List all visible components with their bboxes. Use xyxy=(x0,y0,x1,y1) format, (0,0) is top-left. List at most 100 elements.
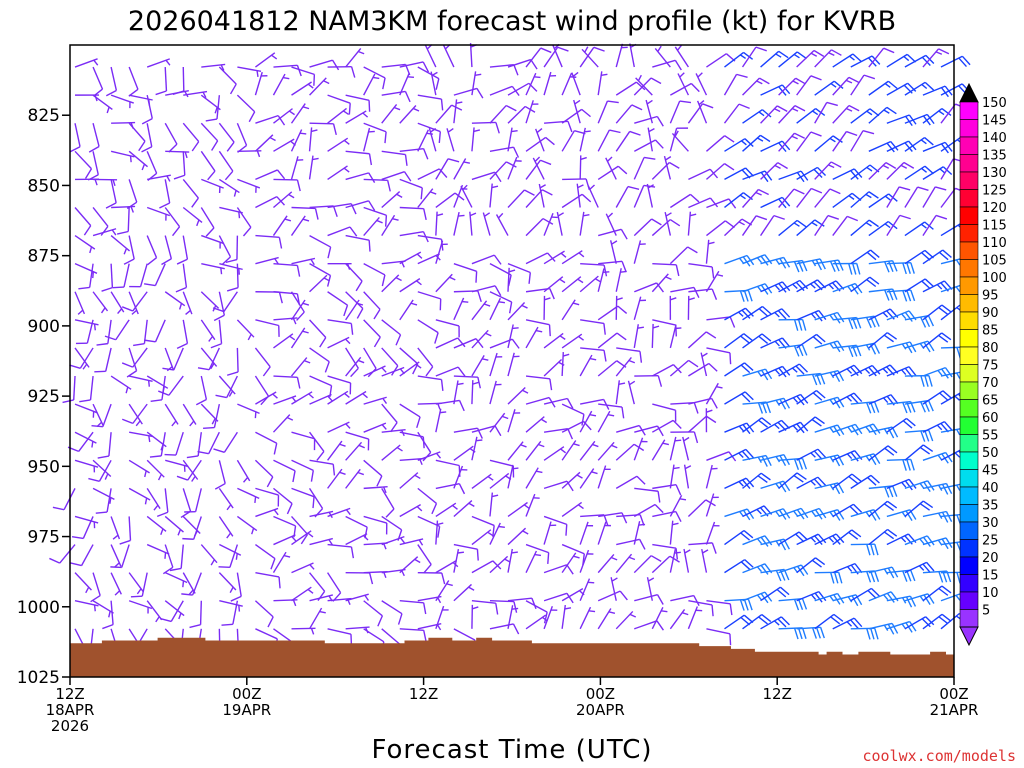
wind-barb-shaft xyxy=(218,319,223,344)
legend-swatch xyxy=(959,119,979,138)
wind-barb xyxy=(158,375,184,396)
wind-barb-shaft xyxy=(363,459,383,477)
wind-barb-shaft xyxy=(471,121,496,124)
wind-barb xyxy=(215,375,239,399)
wind-barb-half xyxy=(883,568,889,575)
wind-barb xyxy=(796,49,825,68)
wind-barb-shaft xyxy=(417,515,440,528)
wind-barb-flag xyxy=(176,342,188,349)
wind-barb xyxy=(525,217,554,237)
wind-barb-shaft xyxy=(832,392,855,405)
wind-barb xyxy=(687,331,717,349)
wind-barb xyxy=(237,66,262,77)
wind-barb-shaft xyxy=(255,543,276,560)
wind-barb xyxy=(651,323,660,348)
wind-barb-flag xyxy=(213,448,225,454)
wind-barb-half xyxy=(937,512,943,519)
wind-barb-half xyxy=(481,358,489,361)
wind-barb-flag xyxy=(793,627,799,640)
wind-barb-flag xyxy=(778,367,787,378)
wind-barb-shaft xyxy=(106,488,112,513)
wind-barb-flag xyxy=(938,616,949,625)
wind-barb xyxy=(164,431,184,456)
wind-barb xyxy=(886,595,917,608)
wind-barb-half xyxy=(512,327,519,330)
wind-barb-shaft xyxy=(688,262,713,268)
wind-barb-shaft xyxy=(597,100,609,124)
wind-barb-flag xyxy=(373,336,381,348)
wind-barb-shaft xyxy=(904,54,927,68)
wind-barb-half xyxy=(284,218,292,222)
wind-barb xyxy=(308,607,326,630)
wind-barb-flag xyxy=(853,364,863,375)
wind-barb-flag xyxy=(797,598,804,610)
wind-barb-shaft xyxy=(273,459,296,472)
wind-barb xyxy=(309,347,330,373)
wind-barb xyxy=(345,200,376,211)
wind-barb xyxy=(543,606,558,630)
wind-barb xyxy=(760,84,791,96)
wind-barb-half xyxy=(535,329,543,333)
wind-barb xyxy=(236,515,258,535)
wind-barb-flag xyxy=(567,428,574,440)
wind-barb xyxy=(128,122,146,152)
wind-barb xyxy=(832,503,863,518)
wind-barb-flag xyxy=(593,46,605,52)
wind-barb xyxy=(778,188,805,208)
wind-barb xyxy=(634,425,664,437)
wind-barb-half xyxy=(475,439,483,442)
wind-barb xyxy=(507,464,519,489)
wind-barb xyxy=(399,278,422,293)
wind-barb xyxy=(579,606,596,630)
wind-barb xyxy=(597,268,610,292)
wind-barb-flag xyxy=(729,316,736,328)
wind-barb-shaft xyxy=(543,515,567,526)
wind-barb-flag xyxy=(941,585,952,594)
wind-barb xyxy=(778,279,809,293)
wind-barb-flag xyxy=(846,130,858,137)
wind-barb-flag xyxy=(777,310,787,320)
wind-barb-shaft xyxy=(308,487,324,509)
wind-barb-half xyxy=(592,443,599,448)
wind-barb-half xyxy=(559,335,566,340)
wind-barb xyxy=(273,262,301,277)
wind-barb xyxy=(940,55,971,68)
wind-barb xyxy=(110,516,121,540)
wind-barb-shaft xyxy=(742,401,767,405)
wind-barb xyxy=(75,319,94,345)
wind-barb-flag xyxy=(779,539,787,551)
wind-barb-flag xyxy=(650,77,662,85)
wind-barb-flag xyxy=(907,82,917,92)
wind-barb-shaft xyxy=(192,572,202,596)
wind-barb-shaft xyxy=(219,262,243,271)
wind-barb-half xyxy=(238,268,240,275)
wind-barb xyxy=(219,206,243,219)
wind-barb-half xyxy=(414,474,421,480)
wind-barb xyxy=(886,341,917,354)
wind-barb xyxy=(399,251,423,265)
wind-barb xyxy=(868,161,897,180)
wind-barb xyxy=(210,319,223,349)
wind-barb-half xyxy=(607,156,613,162)
wind-barb xyxy=(471,515,495,537)
wind-barb-shaft xyxy=(141,572,148,597)
wind-barb xyxy=(850,423,881,436)
wind-barb-half xyxy=(937,484,943,491)
wind-barb-flag xyxy=(906,417,916,427)
wind-barb-half xyxy=(382,486,387,494)
wind-barb xyxy=(218,375,236,397)
wind-barb xyxy=(128,487,151,505)
wind-barb xyxy=(453,99,463,124)
wind-barb-shaft xyxy=(543,564,567,574)
wind-barb-flag xyxy=(909,621,917,632)
wind-barb xyxy=(110,375,132,394)
wind-barb-flag xyxy=(278,576,281,589)
wind-barb xyxy=(201,234,225,249)
wind-barb-flag xyxy=(310,470,314,482)
wind-barb-half xyxy=(674,551,681,554)
wind-barb-shaft xyxy=(417,487,437,504)
wind-barb xyxy=(417,347,434,377)
wind-barb-flag xyxy=(921,56,931,66)
wind-barb-half xyxy=(577,504,584,510)
